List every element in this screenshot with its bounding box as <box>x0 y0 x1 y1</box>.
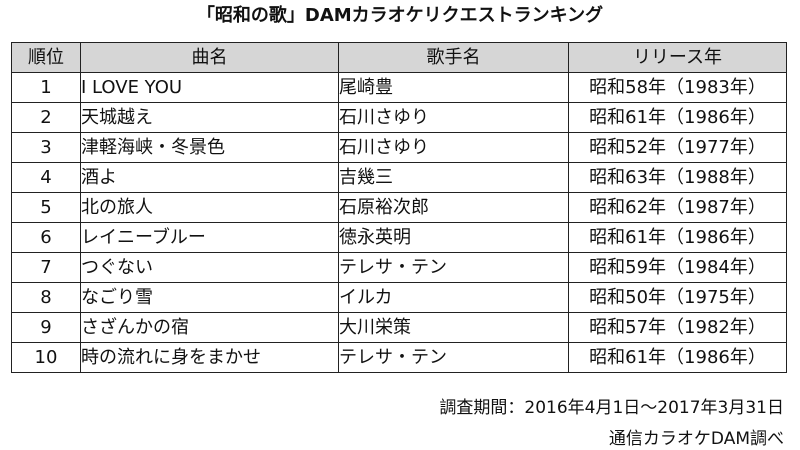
song-cell: レイニーブルー <box>80 222 339 253</box>
release-cell: 昭和52年（1977年） <box>568 132 787 163</box>
artist-cell: イルカ <box>338 282 569 313</box>
table-row: 2 天城越え 石川さゆり 昭和61年（1986年） <box>11 102 787 133</box>
header-song: 曲名 <box>80 42 339 73</box>
table-header: 順位 曲名 歌手名 リリース年 <box>11 42 787 73</box>
artist-cell: 石川さゆり <box>338 102 569 133</box>
release-cell: 昭和63年（1988年） <box>568 162 787 193</box>
rank-cell: 9 <box>11 312 81 343</box>
artist-cell: 石原裕次郎 <box>338 192 569 223</box>
song-cell: 酒よ <box>80 162 339 193</box>
header-rank: 順位 <box>11 42 81 73</box>
song-cell: さざんかの宿 <box>80 312 339 343</box>
artist-cell: 尾崎豊 <box>338 72 569 103</box>
header-artist: 歌手名 <box>338 42 569 73</box>
song-cell: なごり雪 <box>80 282 339 313</box>
table-row: 8 なごり雪 イルカ 昭和50年（1975年） <box>11 282 787 313</box>
release-cell: 昭和61年（1986年） <box>568 222 787 253</box>
rank-cell: 7 <box>11 252 81 283</box>
header-release: リリース年 <box>568 42 787 73</box>
release-cell: 昭和59年（1984年） <box>568 252 787 283</box>
survey-period: 調査期間：2016年4月1日～2017年3月31日 <box>439 398 784 418</box>
rank-cell: 5 <box>11 192 81 223</box>
table-row: 4 酒よ 吉幾三 昭和63年（1988年） <box>11 162 787 193</box>
header-row: 順位 曲名 歌手名 リリース年 <box>11 42 787 73</box>
artist-cell: 石川さゆり <box>338 132 569 163</box>
rank-cell: 3 <box>11 132 81 163</box>
song-cell: 北の旅人 <box>80 192 339 223</box>
song-cell: 津軽海峡・冬景色 <box>80 132 339 163</box>
table-row: 3 津軽海峡・冬景色 石川さゆり 昭和52年（1977年） <box>11 132 787 163</box>
release-cell: 昭和62年（1987年） <box>568 192 787 223</box>
data-source: 通信カラオケDAM調べ <box>608 429 784 449</box>
release-cell: 昭和50年（1975年） <box>568 282 787 313</box>
artist-cell: テレサ・テン <box>338 342 569 373</box>
table-row: 6 レイニーブルー 徳永英明 昭和61年（1986年） <box>11 222 787 253</box>
rank-cell: 8 <box>11 282 81 313</box>
artist-cell: 徳永英明 <box>338 222 569 253</box>
release-cell: 昭和58年（1983年） <box>568 72 787 103</box>
table-row: 5 北の旅人 石原裕次郎 昭和62年（1987年） <box>11 192 787 223</box>
release-cell: 昭和57年（1982年） <box>568 312 787 343</box>
rank-cell: 2 <box>11 102 81 133</box>
page-title: 「昭和の歌」DAMカラオケリクエストランキング <box>196 5 604 26</box>
artist-cell: 大川栄策 <box>338 312 569 343</box>
rank-cell: 6 <box>11 222 81 253</box>
table-row: 10 時の流れに身をまかせ テレサ・テン 昭和61年（1986年） <box>11 342 787 373</box>
artist-cell: テレサ・テン <box>338 252 569 283</box>
release-cell: 昭和61年（1986年） <box>568 102 787 133</box>
table-row: 9 さざんかの宿 大川栄策 昭和57年（1982年） <box>11 312 787 343</box>
song-cell: I LOVE YOU <box>80 72 339 103</box>
song-cell: 天城越え <box>80 102 339 133</box>
table-row: 7 つぐない テレサ・テン 昭和59年（1984年） <box>11 252 787 283</box>
rank-cell: 4 <box>11 162 81 193</box>
song-cell: つぐない <box>80 252 339 283</box>
artist-cell: 吉幾三 <box>338 162 569 193</box>
song-cell: 時の流れに身をまかせ <box>80 342 339 373</box>
rank-cell: 10 <box>11 342 81 373</box>
release-cell: 昭和61年（1986年） <box>568 342 787 373</box>
rank-cell: 1 <box>11 72 81 103</box>
